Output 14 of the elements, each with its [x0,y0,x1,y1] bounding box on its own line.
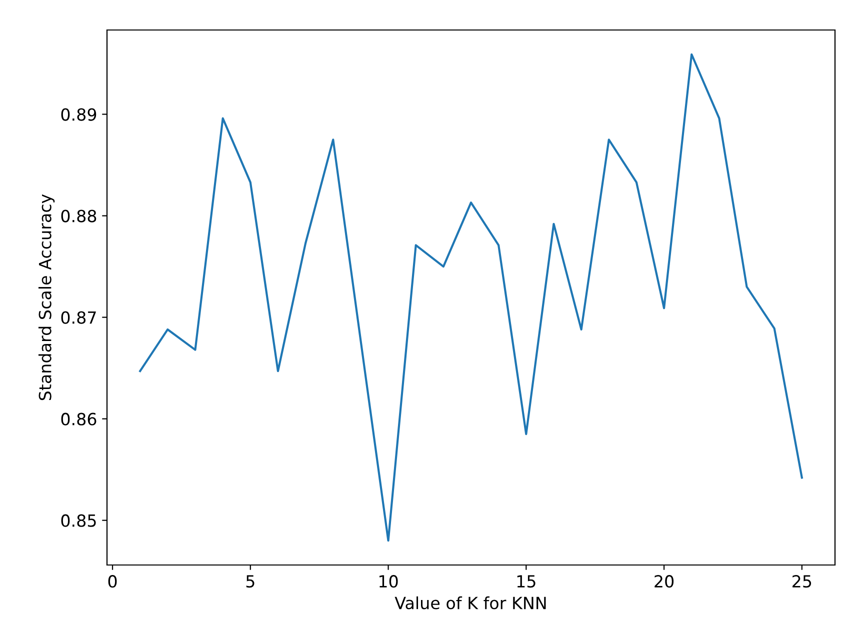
y-axis-title: Standard Scale Accuracy [38,194,55,400]
line-series [139,53,803,542]
x-axis-title: Value of K for KNN [394,596,546,610]
y-tick-label: 0.88 [61,210,96,222]
x-tick-label: 25 [792,575,812,588]
y-tick-label: 0.85 [61,514,96,527]
y-tick-label: 0.86 [61,412,96,426]
x-tick-label: 15 [517,575,536,588]
x-tick-label: 20 [654,575,674,588]
x-tick-label: 10 [380,575,398,588]
x-tick-label: 5 [246,575,254,588]
y-tick-label: 0.89 [61,108,96,121]
x-tick-label: 0 [108,575,117,588]
y-tick-label: 0.87 [61,311,96,324]
